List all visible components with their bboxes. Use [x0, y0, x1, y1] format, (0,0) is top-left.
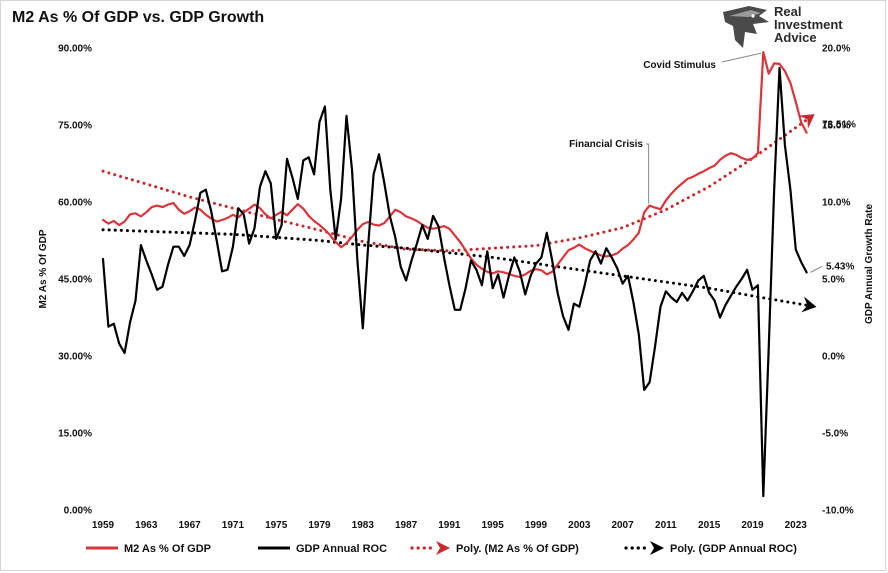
left-tick-label: 60.00% [58, 198, 92, 209]
x-tick-label: 1995 [482, 520, 505, 531]
x-tick-label: 1979 [308, 520, 331, 531]
financial-crisis-callout-line [646, 143, 650, 204]
legend-label: Poly. (M2 As % Of GDP) [456, 543, 579, 555]
right-tick-label: 0.0% [822, 352, 845, 363]
gdp-end-callout-line [810, 265, 823, 273]
legend-item: GDP Annual ROC [258, 543, 387, 555]
left-tick-label: 0.00% [64, 506, 92, 517]
covid-stimulus-label: Covid Stimulus [643, 60, 716, 71]
covid-callout-line [721, 52, 762, 63]
gdp-end-value: 5.43% [826, 261, 854, 272]
x-tick-label: 2015 [698, 520, 721, 531]
x-tick-label: 1991 [438, 520, 461, 531]
m2-trend-line [101, 118, 809, 253]
x-tick-label: 1971 [222, 520, 245, 531]
x-tick-label: 2007 [611, 520, 634, 531]
brand-line-3: Advice [774, 30, 817, 45]
brand-logo: Real Investment Advice [719, 4, 869, 50]
left-axis-title: M2 As % Of GDP [38, 229, 49, 308]
legend-swatch-arrow [650, 541, 664, 555]
left-tick-label: 90.00% [58, 44, 92, 55]
tick-layer: 0.00% 15.00% 30.00% 45.00% 60.00% 75.00% 90.00… [58, 44, 854, 532]
x-tick-label: 1987 [395, 520, 418, 531]
chart-legend: M2 As % Of GDP GDP Annual ROC Poly. (M2 As… [86, 541, 797, 555]
gdp-series-line [101, 66, 808, 498]
legend-item: Poly. (GDP Annual ROC) [624, 541, 797, 555]
x-tick-label: 1963 [135, 520, 158, 531]
gdp-trend-line-arrow [801, 296, 817, 313]
m2-series-line [101, 51, 808, 278]
financial-crisis-label: Financial Crisis [569, 139, 643, 150]
x-tick-label: 1999 [525, 520, 548, 531]
x-tick-label: 2003 [568, 520, 591, 531]
x-tick-label: 1975 [265, 520, 288, 531]
x-tick-label: 1959 [92, 520, 115, 531]
x-tick-label: 2023 [785, 520, 808, 531]
left-tick-label: 30.00% [58, 352, 92, 363]
legend-label: GDP Annual ROC [296, 543, 387, 555]
brand-line-1: Real [774, 4, 802, 19]
x-tick-label: 2011 [655, 520, 677, 531]
right-tick-label: 5.0% [822, 275, 845, 286]
right-tick-label: -10.0% [822, 506, 854, 517]
legend-swatch-arrow [436, 541, 450, 555]
legend-label: M2 As % Of GDP [124, 543, 211, 555]
eagle-head-icon [723, 6, 769, 48]
right-tick-label: -5.0% [822, 429, 848, 440]
right-tick-label: 10.0% [822, 198, 850, 209]
left-tick-label: 75.00% [58, 121, 92, 132]
legend-label: Poly. (GDP Annual ROC) [670, 543, 797, 555]
m2-end-value: 73.51% [822, 120, 856, 131]
right-tick-label: 15.0% [822, 121, 850, 132]
brand-line-2: Investment [774, 17, 843, 32]
right-tick-label: 20.0% [822, 44, 850, 55]
chart-title: M2 As % Of GDP vs. GDP Growth [12, 9, 265, 26]
x-tick-label: 1983 [352, 520, 375, 531]
legend-item: M2 As % Of GDP [86, 543, 211, 555]
x-tick-label: 2019 [741, 520, 764, 531]
left-tick-label: 15.00% [58, 429, 92, 440]
left-tick-label: 45.00% [58, 275, 92, 286]
brand-name: Real Investment Advice [774, 5, 843, 44]
legend-item: Poly. (M2 As % Of GDP) [410, 541, 579, 555]
right-axis-title: GDP Annual Growth Rate [864, 204, 875, 324]
x-tick-label: 1967 [178, 520, 201, 531]
m2-trend-line-arrow [798, 114, 815, 129]
label-layer: M2 As % Of GDP GDP Annual Growth Rate Covi… [38, 52, 875, 324]
gdp-trend-line [101, 228, 809, 307]
series-layer [101, 51, 817, 498]
